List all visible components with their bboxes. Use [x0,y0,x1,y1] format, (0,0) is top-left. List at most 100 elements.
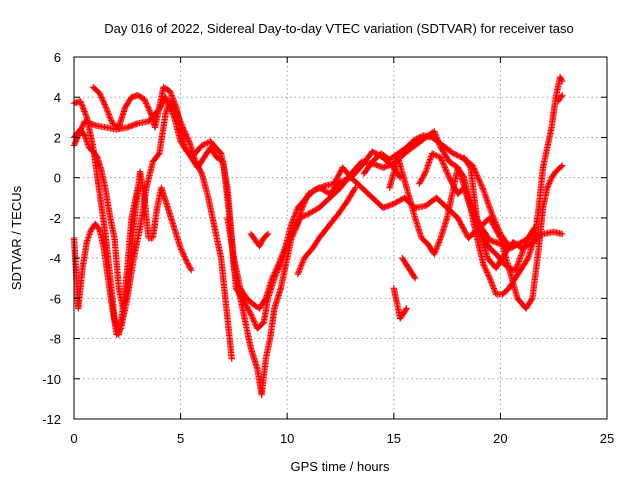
data-point-marker [476,178,483,185]
data-point-marker [295,268,303,275]
data-point-marker [473,170,480,178]
data-point-marker [483,269,491,276]
data-point-marker [528,296,535,303]
data-series [416,150,542,272]
data-point-marker [77,99,85,106]
data-point-marker [166,87,174,95]
y-axis-label: SDTVAR / TECUs [9,185,24,290]
data-series [360,132,513,250]
data-point-marker [198,142,206,149]
data-point-marker [522,240,529,248]
data-point-marker [478,183,486,191]
data-point-marker [179,249,186,256]
data-point-marker [544,184,551,191]
data-point-marker [431,129,439,137]
data-point-marker [493,222,500,229]
data-point-marker [516,256,523,264]
data-point-marker [100,98,107,105]
data-point-marker [143,100,150,107]
data-point-marker [352,184,359,191]
data-point-marker [106,112,113,120]
y-tick-label: 4 [54,90,61,105]
data-point-marker [475,176,483,183]
data-point-marker [292,210,299,217]
data-point-marker [145,105,153,113]
data-point-marker [168,92,175,99]
data-point-marker [272,266,280,273]
data-point-marker [250,318,258,325]
data-point-marker [545,180,553,187]
data-point-marker [295,269,302,276]
data-point-marker [546,178,553,186]
data-point-marker [181,254,189,262]
data-point-marker [478,182,485,189]
data-point-marker [99,97,106,104]
x-tick-labels: 0 5 10 15 20 25 [70,431,614,446]
data-point-marker [513,264,520,271]
data-point-marker [467,206,475,213]
data-point-marker [289,231,296,239]
data-point-marker [468,207,475,214]
data-point-marker [78,102,86,109]
y-tick-label: -2 [49,211,61,226]
data-point-marker [513,262,521,269]
data-point-marker [469,162,476,169]
data-point-marker [421,169,429,177]
data-point-marker [512,265,520,272]
data-point-marker [289,217,296,225]
data-point-marker [430,151,437,158]
data-point-marker [490,285,498,292]
data-point-marker [402,306,409,313]
data-point-marker [460,173,467,180]
data-point-marker [293,223,300,230]
data-point-marker [108,117,115,124]
data-point-marker [490,214,497,222]
data-point-marker [178,247,186,255]
data-point-marker [438,157,446,164]
data-point-marker [276,259,283,266]
data-point-marker [107,115,114,123]
data-point-marker [431,151,439,159]
data-point-marker [169,93,176,101]
data-point-marker [274,263,281,271]
data-point-marker [104,108,111,115]
data-point-marker [521,243,528,250]
data-point-marker [290,230,297,237]
data-point-marker [103,105,110,112]
data-point-marker [170,98,178,105]
data-point-marker [438,155,445,163]
data-point-marker [432,246,440,253]
data-point-marker [436,236,444,243]
data-point-marker [98,94,105,101]
y-tick-label: -6 [49,291,61,306]
data-point-marker [290,216,297,223]
data-point-marker [470,163,477,171]
data-point-marker [143,101,151,109]
data-point-marker [396,173,403,180]
data-point-marker [80,131,88,138]
data-point-marker [293,207,300,214]
data-point-marker [297,263,304,271]
x-axis-label: GPS time / hours [291,459,390,474]
data-point-marker [487,277,495,285]
data-point-marker [270,270,278,278]
data-point-marker [280,247,288,255]
data-point-marker [547,177,554,184]
data-point-marker [411,273,418,281]
data-point-marker [471,168,479,175]
data-point-marker [514,261,521,268]
data-point-marker [180,251,187,259]
data-point-marker [134,184,142,191]
x-tick-label: 20 [493,431,507,446]
data-point-marker [403,305,410,312]
data-point-marker [80,106,88,114]
data-point-marker [155,151,162,158]
data-point-marker [491,216,498,223]
data-point-marker [95,225,102,232]
data-point-marker [431,249,439,256]
data-point-marker [445,173,452,180]
data-point-marker [523,239,530,246]
data-point-marker [83,112,90,120]
data-point-marker [273,265,280,272]
data-point-marker [486,275,493,282]
